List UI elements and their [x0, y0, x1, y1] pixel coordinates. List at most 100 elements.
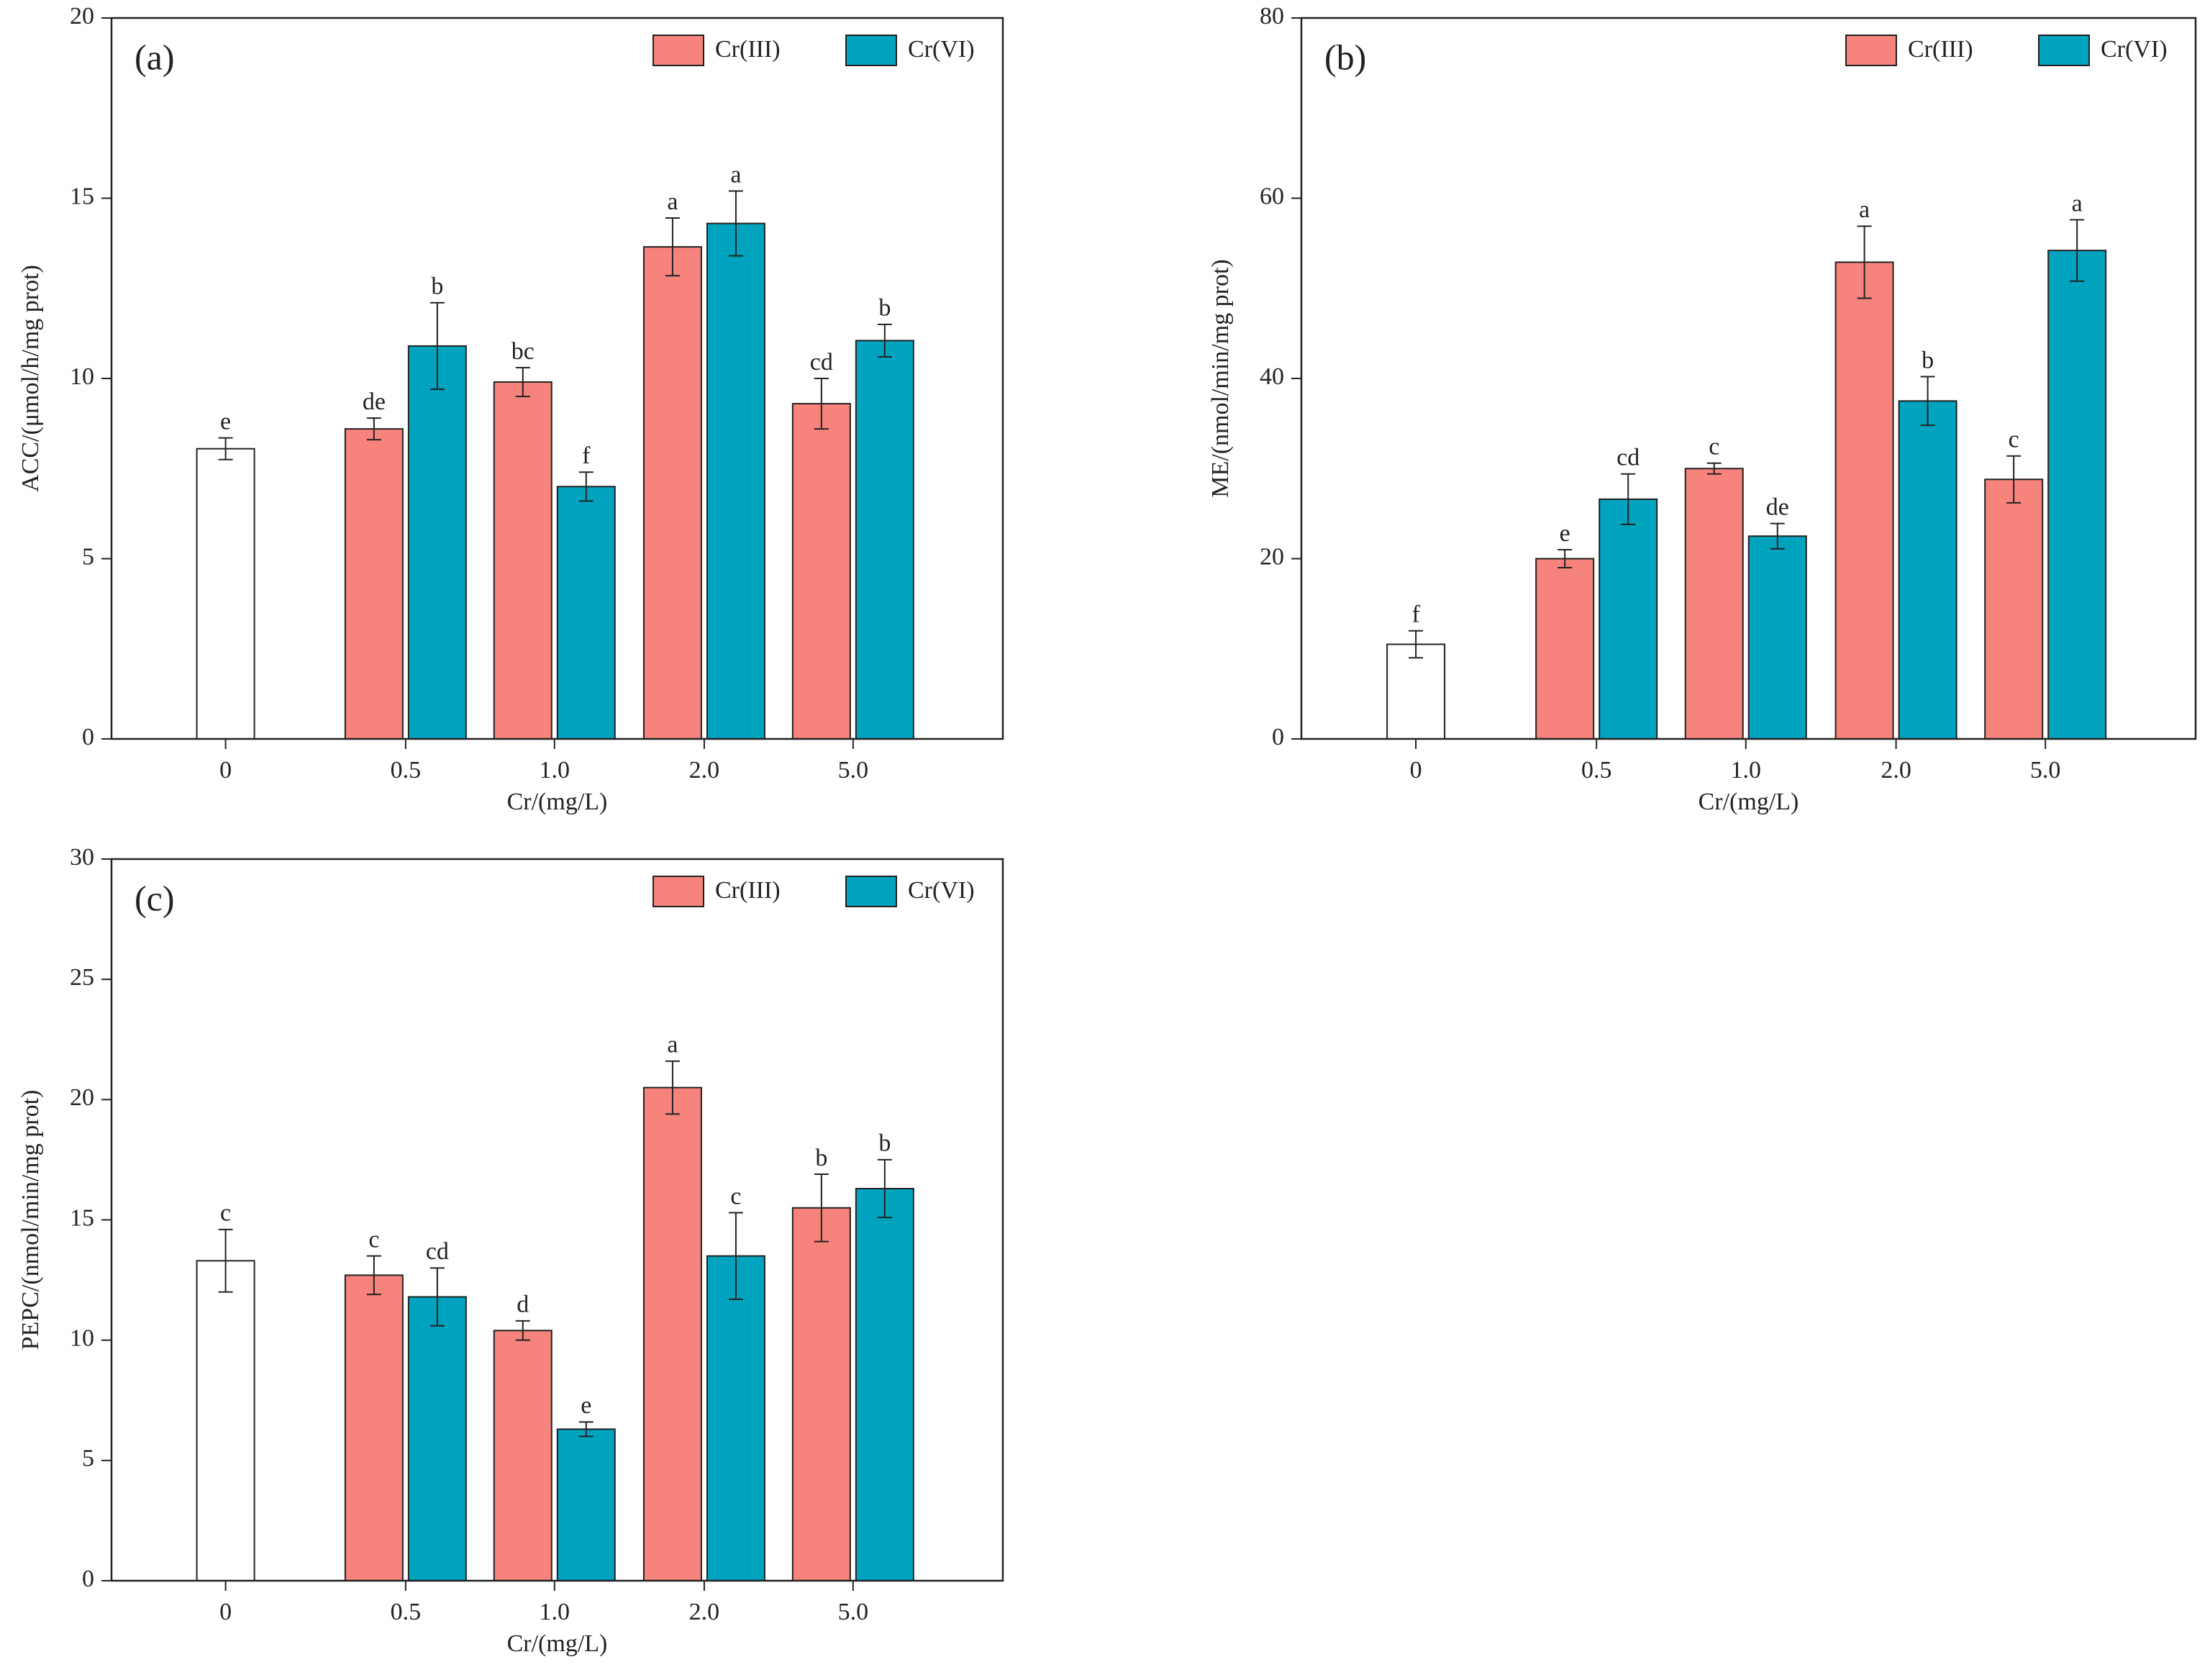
y-axis-label: ACC/(μmol/h/mg prot) — [17, 265, 44, 492]
x-axis-label: Cr/(mg/L) — [1699, 789, 1799, 815]
significance-letter: c — [220, 1200, 231, 1227]
bar — [1535, 558, 1595, 740]
legend-swatch — [845, 35, 897, 66]
panel-label: (c) — [135, 878, 175, 918]
error-bar — [366, 417, 381, 441]
significance-letter: a — [667, 189, 678, 215]
significance-letter: b — [1922, 347, 1934, 373]
bar — [791, 403, 851, 740]
error-bar — [665, 1060, 680, 1115]
y-tick-label: 40 — [1260, 363, 1284, 390]
legend-swatch — [845, 876, 897, 907]
bar — [1984, 478, 2044, 740]
bar — [493, 381, 552, 740]
error-bar — [728, 1212, 743, 1300]
x-axis-label: Cr/(mg/L) — [507, 1630, 608, 1657]
bar — [344, 428, 404, 740]
bar — [642, 246, 702, 740]
significance-letter: de — [1766, 494, 1789, 520]
error-bar — [578, 1421, 594, 1438]
bar — [855, 1188, 914, 1581]
x-tick-label: 0.5 — [1581, 757, 1612, 784]
y-tick-label: 0 — [82, 1566, 94, 1592]
bar — [642, 1086, 702, 1582]
error-bar — [366, 1255, 381, 1296]
x-tick-label: 5.0 — [838, 1599, 869, 1625]
legend-label: Cr(III) — [715, 36, 781, 63]
legend-swatch — [2038, 35, 2090, 66]
error-bar — [515, 366, 530, 398]
y-tick-label: 15 — [70, 1204, 94, 1231]
x-tick-label: 0 — [219, 1599, 232, 1625]
significance-letter: e — [581, 1392, 591, 1419]
bar — [855, 340, 914, 740]
y-tick-label: 20 — [70, 3, 94, 29]
plot-frame — [1300, 17, 2197, 740]
y-tick-label: 20 — [70, 1084, 94, 1111]
error-bar — [877, 1158, 892, 1219]
error-bar — [728, 190, 743, 257]
bar — [556, 486, 616, 740]
error-bar — [1706, 462, 1722, 475]
significance-letter: e — [1560, 520, 1570, 547]
bar — [407, 1296, 467, 1582]
error-bar — [1558, 548, 1573, 569]
significance-letter: a — [2072, 190, 2083, 217]
error-bar — [1920, 376, 1935, 427]
x-tick-label: 2.0 — [1881, 757, 1911, 784]
significance-letter: a — [667, 1032, 678, 1058]
significance-letter: cd — [810, 349, 833, 376]
significance-letter: b — [878, 295, 891, 322]
significance-letter: f — [1411, 601, 1420, 627]
x-tick-label: 5.0 — [2030, 757, 2061, 784]
legend-swatch — [652, 35, 704, 66]
legend-label: Cr(III) — [1908, 36, 1973, 63]
bar — [196, 1260, 255, 1581]
significance-letter: cd — [1616, 445, 1640, 471]
panel-label: (b) — [1324, 37, 1366, 77]
bar — [407, 345, 467, 740]
error-bar — [1409, 630, 1424, 659]
significance-letter: e — [220, 408, 231, 435]
x-tick-label: 0 — [1410, 757, 1422, 784]
x-tick-label: 1.0 — [540, 757, 570, 784]
y-tick-label: 10 — [70, 363, 94, 390]
significance-letter: f — [582, 442, 591, 469]
y-tick-label: 10 — [70, 1325, 94, 1351]
significance-letter: de — [363, 389, 386, 415]
y-tick-label: 60 — [1260, 183, 1284, 209]
significance-letter: c — [368, 1226, 379, 1253]
x-axis-label: Cr/(mg/L) — [507, 789, 608, 815]
error-bar — [429, 301, 445, 391]
error-bar — [1621, 473, 1636, 525]
error-bar — [814, 1173, 829, 1243]
significance-letter: b — [878, 1130, 891, 1157]
y-tick-label: 20 — [1260, 543, 1284, 570]
significance-letter: c — [2009, 427, 2019, 453]
y-tick-label: 5 — [82, 543, 94, 570]
plot-frame — [110, 858, 1004, 1582]
y-tick-label: 0 — [1272, 724, 1284, 750]
y-axis-label: PEPC/(nmol/min/mg prot) — [17, 1090, 44, 1350]
bar — [344, 1274, 404, 1581]
legend-label: Cr(VI) — [908, 877, 975, 904]
error-bar — [429, 1267, 445, 1327]
y-tick-label: 0 — [82, 724, 94, 750]
error-bar — [1857, 225, 1872, 299]
significance-letter: a — [730, 161, 741, 188]
bar — [1684, 468, 1744, 740]
bar — [791, 1207, 851, 1581]
significance-letter: a — [1859, 196, 1870, 223]
bar — [2047, 250, 2107, 740]
bar — [1386, 643, 1446, 740]
error-bar — [1770, 522, 1785, 550]
bar — [556, 1428, 616, 1581]
significance-letter: d — [517, 1291, 529, 1318]
x-tick-label: 1.0 — [540, 1599, 570, 1625]
significance-letter: b — [815, 1145, 827, 1171]
panel-label: (a) — [135, 37, 175, 77]
significance-letter: c — [1709, 434, 1719, 460]
significance-letter: bc — [511, 338, 535, 365]
y-tick-label: 5 — [82, 1445, 94, 1472]
